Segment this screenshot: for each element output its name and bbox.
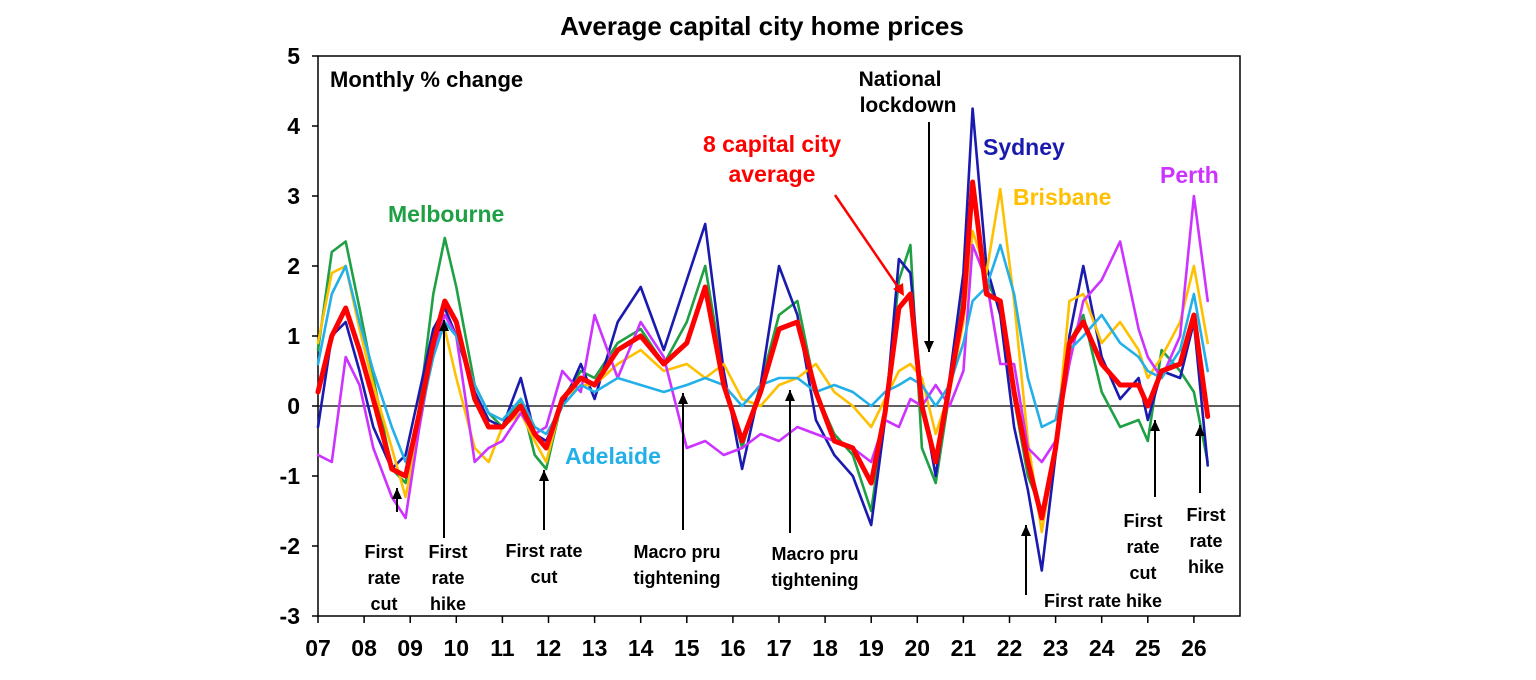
lockdown-label-line2: lockdown: [860, 94, 957, 117]
y-tick-label: 5: [287, 43, 300, 69]
annotation-macro14-arrowhead: [678, 393, 688, 404]
x-tick-label: 12: [536, 635, 562, 661]
annotation-cut11: First rate: [505, 541, 582, 561]
y-tick-label: -1: [280, 463, 301, 489]
annotation-cut25-arrowhead: [1150, 420, 1160, 431]
series-line-brisbane: [316, 187, 1209, 534]
x-tick-label: 08: [351, 635, 377, 661]
annotation-cut11-arrowhead: [539, 470, 549, 481]
annotation-macro14: tightening: [634, 568, 721, 588]
annotation-hike26: hike: [1188, 557, 1224, 577]
annotation-cut11: cut: [531, 567, 558, 587]
annotation-cut08: rate: [367, 568, 400, 588]
annotation-hike09-arrowhead: [439, 320, 449, 331]
annotation-hike22-arrowhead: [1021, 525, 1031, 536]
melbourne-label: Melbourne: [388, 201, 504, 227]
x-tick-label: 20: [905, 635, 931, 661]
x-tick-label: 17: [766, 635, 792, 661]
annotation-hike26-arrowhead: [1195, 425, 1205, 436]
y-axis-label: Monthly % change: [330, 67, 523, 92]
y-tick-label: -3: [280, 603, 300, 629]
annotation-hike26: rate: [1189, 531, 1222, 551]
x-tick-label: 15: [674, 635, 700, 661]
x-tick-label: 18: [812, 635, 838, 661]
lockdown-arrowhead: [924, 341, 934, 352]
annotation-macro17: Macro pru: [771, 544, 858, 564]
perth-label: Perth: [1160, 162, 1219, 188]
average-label-line1: 8 capital city: [703, 131, 841, 157]
average-pointer-arrow: [833, 194, 902, 291]
average-pointer-arrowhead: [893, 283, 904, 296]
y-tick-label: 3: [287, 183, 300, 209]
x-tick-label: 13: [582, 635, 608, 661]
series-group: [315, 107, 1211, 572]
lockdown-label-line1: National: [859, 68, 942, 91]
x-tick-label: 22: [997, 635, 1023, 661]
brisbane-label: Brisbane: [1013, 184, 1111, 210]
y-tick-label: 4: [287, 113, 300, 139]
x-tick-label: 19: [858, 635, 884, 661]
annotation-macro17-arrowhead: [785, 390, 795, 401]
y-tick-label: 0: [287, 393, 300, 419]
x-tick-label: 10: [444, 635, 470, 661]
annotation-cut25: cut: [1130, 563, 1157, 583]
series-line-8-capital-city-average: [315, 179, 1211, 521]
annotation-cut08: First: [364, 542, 403, 562]
x-tick-label: 23: [1043, 635, 1069, 661]
annotation-macro17: tightening: [772, 570, 859, 590]
annotation-hike26: First: [1186, 505, 1225, 525]
x-tick-label: 07: [305, 635, 331, 661]
annotation-cut08-arrowhead: [392, 488, 402, 499]
chart-title: Average capital city home prices: [560, 11, 964, 41]
y-tick-label: 1: [287, 323, 300, 349]
x-tick-label: 24: [1089, 635, 1115, 661]
annotation-hike22: First rate hike: [1044, 591, 1162, 611]
y-tick-label: -2: [280, 533, 300, 559]
x-tick-label: 25: [1135, 635, 1161, 661]
x-tick-label: 16: [720, 635, 746, 661]
annotation-hike09: rate: [431, 568, 464, 588]
annotation-hike09: First: [428, 542, 467, 562]
sydney-label: Sydney: [983, 134, 1065, 160]
x-tick-label: 14: [628, 635, 654, 661]
average-label-line2: average: [729, 161, 816, 187]
adelaide-label: Adelaide: [565, 443, 661, 469]
annotation-macro14: Macro pru: [633, 542, 720, 562]
y-tick-label: 2: [287, 253, 300, 279]
annotation-hike09: hike: [430, 594, 466, 614]
inline-labels: Melbourne Sydney Brisbane Perth Adelaide…: [388, 68, 1219, 469]
x-tick-label: 21: [951, 635, 977, 661]
event-annotations: First rate cut First rate hike First rate cut Ma…: [364, 122, 1226, 614]
x-tick-label: 09: [397, 635, 423, 661]
annotation-cut25: First: [1123, 511, 1162, 531]
annotation-cut08: cut: [371, 594, 398, 614]
annotation-cut25: rate: [1126, 537, 1159, 557]
x-tick-label: 11: [490, 635, 515, 661]
x-tick-label: 26: [1181, 635, 1207, 661]
